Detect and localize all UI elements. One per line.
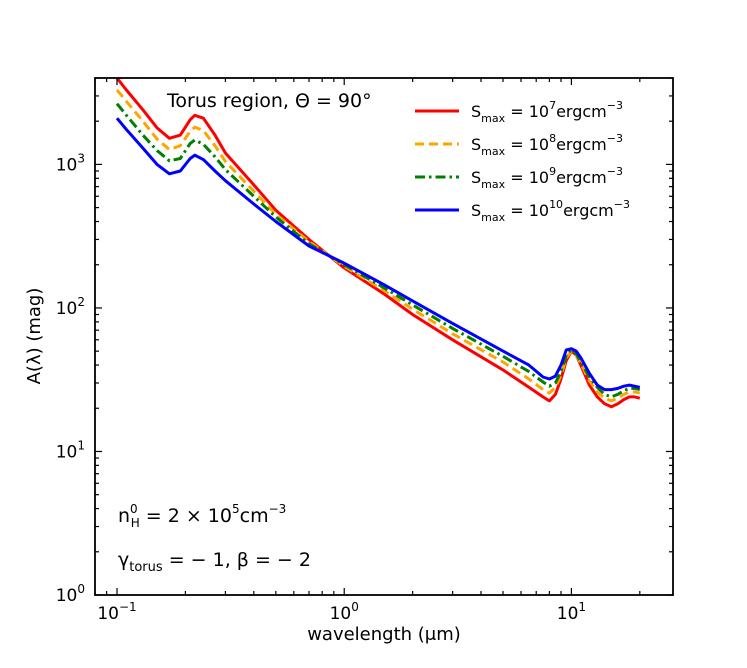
- legend-label-4: Smax = 1010ergcm−3: [471, 198, 630, 224]
- series-line-2: [115, 89, 641, 403]
- tick-labels-layer: 10−1 100 101 100 101 102 103: [56, 151, 586, 624]
- series-line-1: [115, 78, 641, 409]
- x-axis-title: wavelength (μm): [307, 624, 461, 645]
- series-line-3: [115, 102, 641, 399]
- legend-label-1: Smax = 107ergcm−3: [471, 99, 623, 125]
- series-layer: [115, 78, 641, 409]
- y-tick-label: 100: [56, 582, 85, 606]
- y-tick-label: 103: [56, 151, 85, 175]
- y-tick-label: 102: [56, 295, 85, 319]
- density-annotation: n0 H = 2 × 105cm−3: [118, 502, 286, 530]
- legend: Smax = 107ergcm−3 Smax = 108ergcm−3 Smax =…: [415, 99, 630, 224]
- x-tick-label: 100: [330, 600, 359, 624]
- x-tick-label: 101: [557, 600, 586, 624]
- plot-frame: [94, 77, 674, 596]
- region-annotation: Torus region, Θ = 90°: [166, 90, 372, 112]
- legend-label-2: Smax = 108ergcm−3: [471, 132, 623, 158]
- y-tick-label: 101: [56, 438, 85, 462]
- series-line-4: [115, 117, 641, 392]
- x-tick-label: 10−1: [97, 600, 136, 624]
- y-axis-title: A(λ) (mag): [24, 288, 45, 385]
- legend-label-3: Smax = 109ergcm−3: [471, 165, 623, 191]
- params-annotation: γtorus = − 1, β = − 2: [118, 549, 311, 575]
